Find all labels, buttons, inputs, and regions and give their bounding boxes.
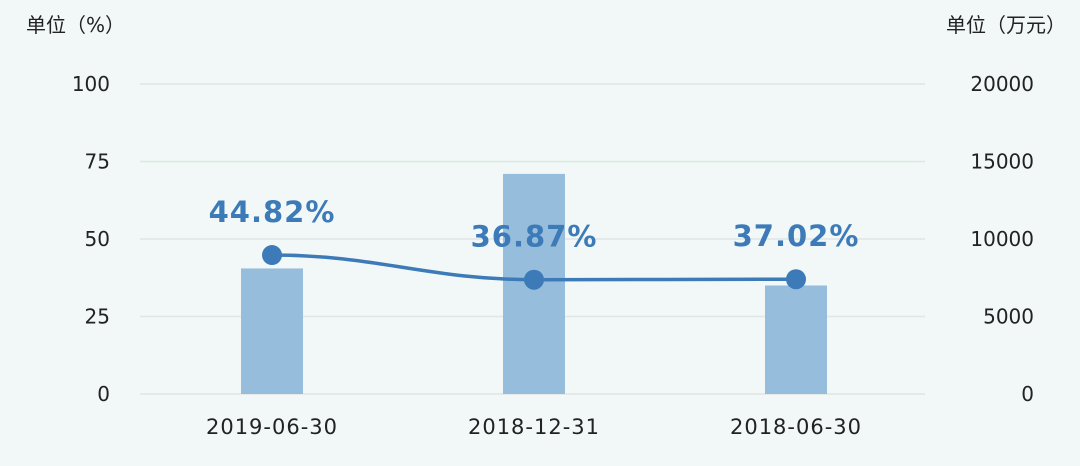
line-series: 44.82% 36.87% 37.02% xyxy=(209,195,860,290)
left-tick-label: 75 xyxy=(85,150,110,174)
x-tick-label: 2018-06-30 xyxy=(730,415,862,439)
right-tick-label: 5000 xyxy=(983,305,1034,329)
left-tick-label: 50 xyxy=(85,227,110,251)
line-point-2018-06-30 xyxy=(786,269,806,290)
line-point-2018-12-31 xyxy=(524,269,544,290)
right-tick-label: 15000 xyxy=(970,150,1034,174)
bar-2019-06-30 xyxy=(241,268,303,394)
bar-2018-06-30 xyxy=(765,285,827,394)
left-axis-unit: 单位（%） xyxy=(26,13,125,37)
left-tick-label: 100 xyxy=(72,72,110,96)
left-tick-label: 0 xyxy=(97,382,110,406)
right-tick-label: 20000 xyxy=(970,72,1034,96)
left-tick-label: 25 xyxy=(85,305,110,329)
data-label: 37.02% xyxy=(733,219,860,253)
x-axis-ticks: 2019-06-30 2018-12-31 2018-06-30 xyxy=(206,415,862,439)
data-label: 36.87% xyxy=(471,220,598,254)
data-label: 44.82% xyxy=(209,195,336,229)
line-point-2019-06-30 xyxy=(262,245,282,266)
x-tick-label: 2018-12-31 xyxy=(468,415,600,439)
right-axis-ticks: 0 5000 10000 15000 20000 xyxy=(970,72,1034,406)
left-axis-ticks: 0 25 50 75 100 xyxy=(72,72,110,406)
right-axis-unit: 单位（万元） xyxy=(946,13,1066,37)
bar-series xyxy=(241,173,827,394)
x-tick-label: 2019-06-30 xyxy=(206,415,338,439)
right-tick-label: 10000 xyxy=(970,227,1034,251)
right-tick-label: 0 xyxy=(1021,382,1034,406)
